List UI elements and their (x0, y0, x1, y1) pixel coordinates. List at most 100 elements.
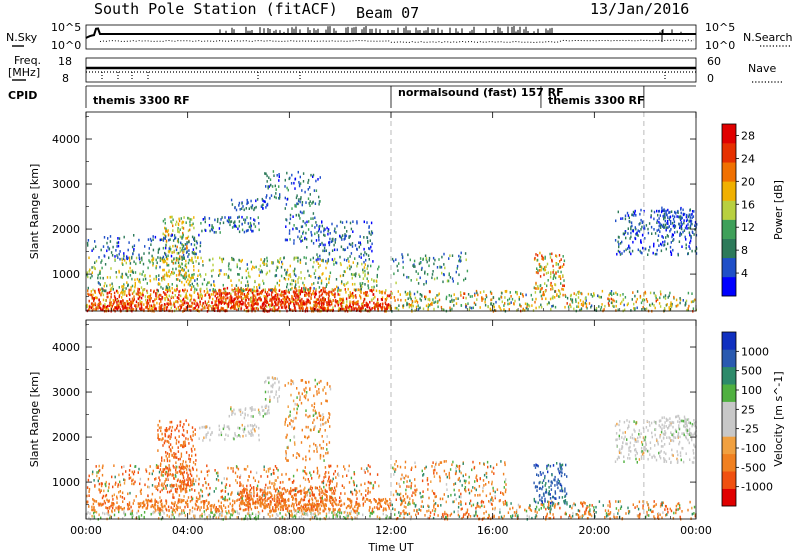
cpid-segment-label: normalsound (fast) 157 RF (398, 86, 564, 99)
heatmap-cell (89, 307, 91, 311)
heatmap-cell (508, 297, 511, 301)
heatmap-cell (667, 222, 669, 225)
heatmap-cell (416, 290, 419, 294)
heatmap-cell (244, 508, 246, 512)
heatmap-cell (255, 265, 257, 269)
heatmap-cell (254, 225, 257, 228)
heatmap-cell (666, 303, 668, 306)
heatmap-cell (365, 252, 368, 256)
heatmap-cell (172, 261, 174, 265)
heatmap-cell (168, 508, 170, 512)
heatmap-cell (690, 300, 693, 304)
heatmap-cell (534, 256, 536, 260)
heatmap-cell (443, 308, 445, 312)
heatmap-cell (637, 234, 639, 237)
heatmap-cell (197, 305, 200, 309)
heatmap-cell (112, 506, 114, 510)
heatmap-cell (177, 228, 179, 232)
heatmap-cell (348, 296, 350, 299)
heatmap-cell (326, 497, 328, 501)
heatmap-cell (328, 252, 331, 256)
heatmap-cell (201, 304, 203, 308)
heatmap-cell (341, 503, 343, 507)
heatmap-cell (419, 261, 422, 265)
heatmap-cell (119, 250, 121, 253)
heatmap-cell (191, 273, 193, 277)
heatmap-cell (260, 298, 262, 301)
heatmap-cell (673, 215, 676, 219)
heatmap-cell (419, 306, 421, 310)
heatmap-cell (673, 238, 675, 241)
heatmap-cell (241, 502, 243, 506)
heatmap-cell (586, 306, 588, 310)
heatmap-cell (266, 294, 269, 298)
heatmap-cell (150, 512, 152, 516)
heatmap-cell (685, 246, 687, 250)
heatmap-cell (294, 306, 296, 310)
heatmap-cell (425, 281, 427, 285)
heatmap-cell (246, 280, 249, 283)
heatmap-cell (336, 285, 338, 289)
heatmap-cell (433, 301, 435, 304)
heatmap-cell (231, 258, 233, 261)
heatmap-cell (245, 298, 247, 302)
heatmap-cell (253, 290, 255, 293)
heatmap-cell (616, 252, 618, 256)
heatmap-cell (99, 288, 102, 292)
heatmap-cell (632, 291, 634, 294)
heatmap-cell (253, 218, 255, 221)
heatmap-cell (365, 293, 367, 297)
heatmap-cell (305, 223, 307, 227)
heatmap-cell (178, 251, 180, 255)
heatmap-cell (298, 230, 301, 233)
heatmap-cell (190, 294, 193, 298)
heatmap-cell (245, 504, 247, 507)
heatmap-cell (377, 302, 379, 305)
heatmap-cell (183, 301, 186, 304)
heatmap-cell (188, 512, 191, 515)
heatmap-cell (599, 308, 602, 311)
heatmap-cell (650, 225, 653, 229)
heatmap-cell (245, 207, 247, 210)
heatmap-cell (203, 506, 205, 509)
heatmap-cell (199, 273, 201, 276)
heatmap-cell (312, 201, 314, 204)
heatmap-cell (280, 508, 282, 511)
heatmap-cell (296, 289, 298, 293)
heatmap-cell (627, 247, 629, 250)
heatmap-cell (230, 513, 232, 516)
heatmap-cell (350, 252, 353, 255)
nave-tick-top: 60 (707, 55, 721, 68)
heatmap-cell (263, 282, 265, 285)
heatmap-cell (635, 300, 637, 304)
heatmap-cell (335, 231, 337, 234)
heatmap-cell (618, 245, 620, 249)
heatmap-cell (283, 256, 285, 259)
heatmap-cell (190, 218, 193, 221)
heatmap-cell (175, 278, 178, 281)
heatmap-cell (363, 291, 365, 295)
heatmap-cell (259, 503, 261, 507)
heatmap-cell (382, 498, 384, 501)
heatmap-cell (299, 175, 301, 179)
heatmap-cell (238, 302, 240, 306)
heatmap-cell (476, 291, 478, 295)
heatmap-cell (166, 305, 169, 309)
heatmap-cell (223, 515, 226, 519)
heatmap-cell (656, 298, 659, 301)
heatmap-cell (130, 286, 132, 289)
heatmap-cell (360, 307, 362, 310)
heatmap-cell (191, 282, 193, 286)
heatmap-cell (304, 505, 307, 508)
heatmap-cell (303, 488, 305, 492)
heatmap-cell (308, 220, 310, 223)
heatmap-cell (105, 299, 107, 302)
heatmap-cell (297, 202, 299, 206)
heatmap-cell (350, 499, 353, 503)
heatmap-cell (256, 300, 258, 304)
heatmap-cell (165, 227, 167, 231)
heatmap-cell (357, 288, 359, 292)
heatmap-cell (193, 307, 195, 310)
heatmap-cell (161, 258, 164, 262)
heatmap-cell (319, 289, 322, 293)
